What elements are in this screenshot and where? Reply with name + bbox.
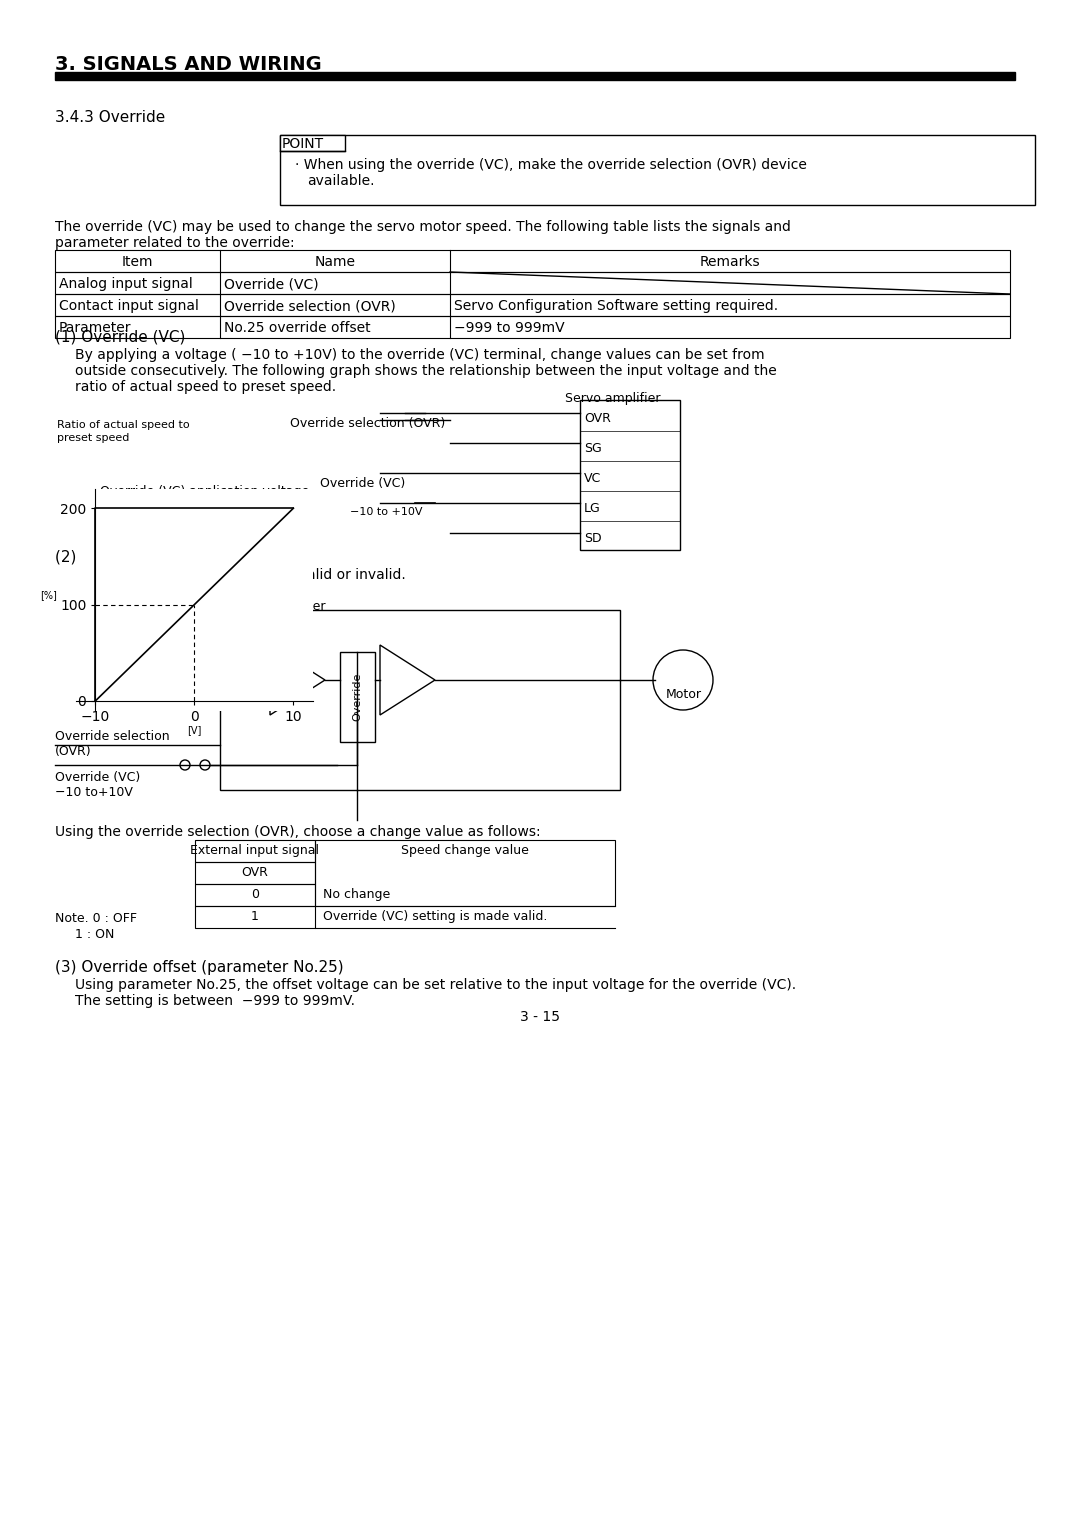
Text: By applying a voltage ( −10 to +10V) to the override (VC) terminal, change value: By applying a voltage ( −10 to +10V) to …: [75, 348, 765, 362]
Text: Override (VC): Override (VC): [224, 277, 319, 290]
Text: Using the override selection (OVR), choose a change value as follows:: Using the override selection (OVR), choo…: [55, 825, 541, 839]
Text: Speed change value: Speed change value: [401, 843, 529, 857]
Text: SG: SG: [584, 442, 602, 455]
Text: No.25 override offset: No.25 override offset: [224, 321, 370, 335]
Text: Servo amplifier: Servo amplifier: [565, 393, 661, 405]
Text: 3. SIGNALS AND WIRING: 3. SIGNALS AND WIRING: [55, 55, 322, 73]
Bar: [55, 272, 1010, 293]
Bar: [55, 251, 1010, 272]
Text: 1 : ON: 1 : ON: [75, 927, 114, 941]
Bar: [220, 610, 620, 790]
Text: OVR: OVR: [584, 413, 611, 425]
Text: (3) Override offset (parameter No.25): (3) Override offset (parameter No.25): [55, 960, 343, 975]
Text: Override selection (OVR): Override selection (OVR): [291, 417, 445, 429]
Text: (2) Override selection (OVR): (2) Override selection (OVR): [55, 550, 271, 565]
Text: Servo amplifier: Servo amplifier: [230, 601, 325, 613]
Text: ratio of actual speed to preset speed.: ratio of actual speed to preset speed.: [75, 380, 336, 394]
Text: Remarks: Remarks: [700, 255, 760, 269]
Text: The override (VC) may be used to change the servo motor speed. The following tab: The override (VC) may be used to change …: [55, 220, 791, 234]
Text: (1) Override (VC): (1) Override (VC): [55, 330, 186, 345]
Text: External input signal: External input signal: [190, 843, 320, 857]
Text: parameter related to the override:: parameter related to the override:: [55, 235, 295, 251]
Text: Note. 0 : OFF: Note. 0 : OFF: [55, 912, 137, 924]
Y-axis label: [%]: [%]: [40, 590, 57, 599]
Text: POINT: POINT: [282, 138, 324, 151]
Text: 1: 1: [251, 911, 259, 923]
Text: Override (VC): Override (VC): [320, 477, 405, 490]
Text: Override (VC)
−10 to+10V: Override (VC) −10 to+10V: [55, 772, 140, 799]
Bar: [55, 72, 1015, 79]
Text: 3 - 15: 3 - 15: [519, 1010, 561, 1024]
Text: available.: available.: [307, 174, 375, 188]
Text: Ratio of actual speed to: Ratio of actual speed to: [57, 420, 190, 429]
Bar: [580, 400, 680, 550]
Text: Override (VC) setting is made valid.: Override (VC) setting is made valid.: [323, 911, 548, 923]
Text: Servo Configuration Software setting required.: Servo Configuration Software setting req…: [454, 299, 778, 313]
Bar: [195, 862, 315, 885]
Text: VC: VC: [584, 472, 602, 484]
Text: Item: Item: [121, 255, 152, 269]
Text: preset speed: preset speed: [57, 432, 130, 443]
Text: Parameter: Parameter: [59, 321, 132, 335]
Bar: [55, 293, 1010, 316]
Text: Override selection
(OVR): Override selection (OVR): [55, 730, 170, 758]
Text: No change: No change: [323, 888, 390, 902]
X-axis label: [V]: [V]: [187, 726, 202, 735]
Text: Using parameter No.25, the offset voltage can be set relative to the input volta: Using parameter No.25, the offset voltag…: [75, 978, 796, 992]
Text: OVR: OVR: [242, 866, 269, 879]
Bar: [280, 134, 1035, 205]
Text: 3.4.3 Override: 3.4.3 Override: [55, 110, 165, 125]
Bar: [195, 840, 315, 862]
Text: · When using the override (VC), make the override selection (OVR) device: · When using the override (VC), make the…: [295, 157, 807, 173]
Text: The setting is between  −999 to 999mV.: The setting is between −999 to 999mV.: [75, 995, 355, 1008]
Text: Contact input signal: Contact input signal: [59, 299, 199, 313]
Text: LG: LG: [584, 503, 600, 515]
Text: −999 to 999mV: −999 to 999mV: [454, 321, 565, 335]
Text: Motor: Motor: [666, 688, 702, 701]
Bar: [340, 652, 375, 743]
Bar: [195, 885, 315, 906]
Bar: [315, 840, 615, 906]
Text: Override (VC) application voltage: Override (VC) application voltage: [100, 484, 309, 498]
Text: SD: SD: [584, 532, 602, 545]
Text: 0: 0: [251, 888, 259, 902]
Bar: [195, 906, 315, 927]
Bar: [55, 316, 1010, 338]
Bar: [280, 134, 345, 151]
Text: Name: Name: [314, 255, 355, 269]
Text: Override: Override: [352, 672, 362, 721]
Text: Analog input signal: Analog input signal: [59, 277, 192, 290]
Text: Used to make the override (VC) valid or invalid.: Used to make the override (VC) valid or …: [75, 568, 406, 582]
Text: −10 to +10V: −10 to +10V: [350, 507, 422, 516]
Text: Override selection (OVR): Override selection (OVR): [224, 299, 395, 313]
Text: outside consecutively. The following graph shows the relationship between the in: outside consecutively. The following gra…: [75, 364, 777, 377]
